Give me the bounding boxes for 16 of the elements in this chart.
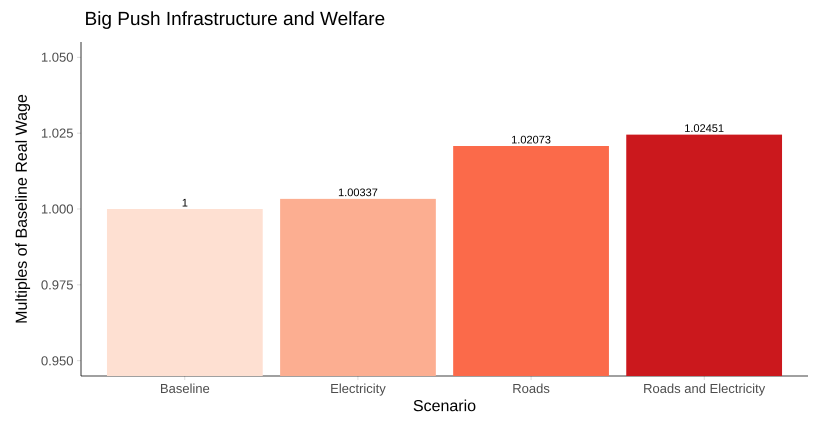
y-tick-label: 0.975 bbox=[41, 280, 73, 290]
data-label: 1.00337 bbox=[338, 188, 378, 196]
y-tick-label: 1.050 bbox=[42, 52, 73, 62]
data-label: 1.02073 bbox=[512, 136, 550, 144]
y-axis-title: Multiples of Baseline Real Wage bbox=[15, 94, 30, 323]
data-label: 1 bbox=[182, 198, 188, 206]
y-tick-label: 1.025 bbox=[42, 128, 73, 138]
y-tick-label: 0.950 bbox=[41, 356, 73, 366]
x-tick-label: Roads and Electricity bbox=[644, 384, 766, 396]
x-axis-title: Scenario bbox=[414, 400, 476, 412]
y-tick-label: 1.000 bbox=[42, 204, 73, 214]
chart-title: Big Push Infrastructure and Welfare bbox=[86, 11, 384, 29]
x-tick-label: Electricity bbox=[331, 384, 386, 396]
x-tick-label: Baseline bbox=[160, 384, 210, 394]
x-tick-label: Roads bbox=[513, 384, 550, 394]
data-label: 1.02451 bbox=[685, 124, 724, 132]
